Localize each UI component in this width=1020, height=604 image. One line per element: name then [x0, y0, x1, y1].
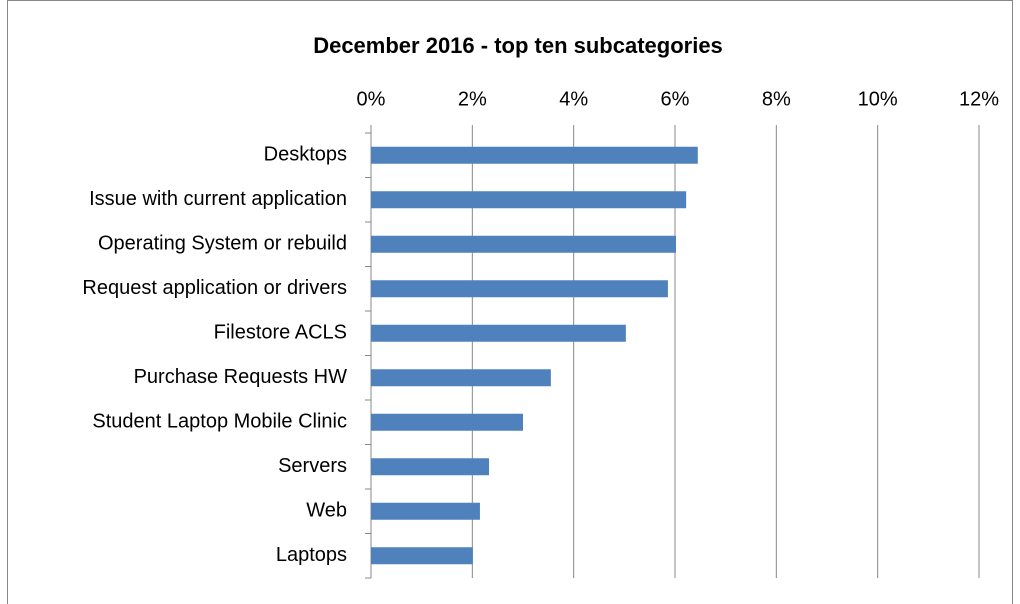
y-tick-label: Student Laptop Mobile Clinic: [92, 411, 347, 433]
x-tick-label: 2%: [458, 88, 487, 110]
x-tick-label: 12%: [959, 88, 999, 110]
y-tick-label: Purchase Requests HW: [134, 366, 348, 388]
y-tick-label: Laptops: [276, 544, 347, 566]
y-tick-label: Filestore ACLS: [214, 322, 347, 344]
bar: [371, 547, 473, 565]
y-tick-label: Desktops: [264, 144, 347, 166]
bar: [371, 458, 490, 476]
x-tick-label: 8%: [762, 88, 791, 110]
x-tick-label: 6%: [661, 88, 690, 110]
bar: [371, 280, 668, 298]
bar: [371, 369, 551, 387]
bar: [371, 502, 480, 520]
y-tick-label: Servers: [278, 455, 347, 477]
x-tick-label: 4%: [559, 88, 588, 110]
y-tick-label: Request application or drivers: [82, 277, 347, 299]
y-tick-label: Web: [306, 500, 347, 522]
y-tick-label: Issue with current application: [89, 188, 347, 210]
bar: [371, 191, 687, 209]
bar: [371, 235, 677, 253]
x-tick-label: 0%: [357, 88, 386, 110]
chart-border: [7, 0, 1013, 604]
bar: [371, 413, 523, 431]
bar: [371, 324, 626, 342]
bar: [371, 146, 698, 164]
x-tick-label: 10%: [858, 88, 898, 110]
chart-title: December 2016 - top ten subcategories: [313, 33, 723, 58]
y-tick-label: Operating System or rebuild: [98, 233, 347, 255]
